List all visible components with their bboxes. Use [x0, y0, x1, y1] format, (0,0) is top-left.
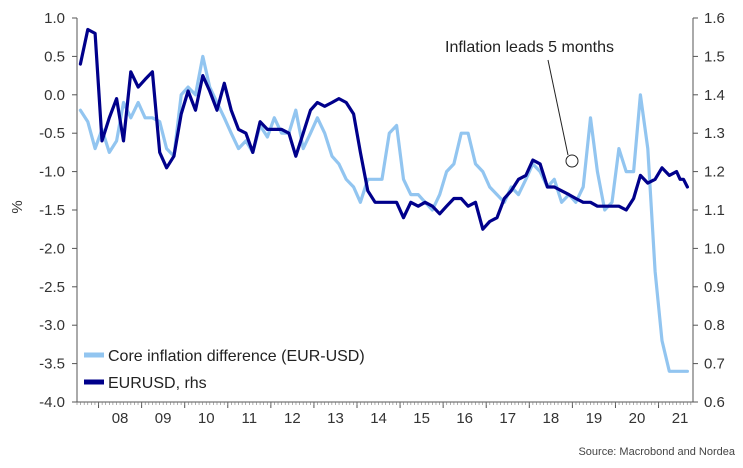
- left-y-tick-labels: 1.0 0.5 0.0 -0.5 -1.0 -1.5 -2.0 -2.5 -3.0 -3.5 -4.…: [39, 10, 77, 411]
- x-tick-label: 16: [456, 410, 473, 427]
- annotation-arrow: [547, 59, 569, 156]
- x-tick-label: 19: [586, 410, 603, 427]
- x-tick-label: 08: [112, 410, 129, 427]
- left-y-tick-label: -0.5: [39, 125, 65, 142]
- annotation-text: Inflation leads 5 months: [445, 39, 614, 56]
- left-y-tick-label: -2.5: [39, 279, 65, 296]
- axes-layer: [76, 18, 694, 403]
- y-axis-label: %: [9, 200, 26, 213]
- left-y-tick-label: -1.0: [39, 164, 65, 181]
- right-y-tick-label: 0.8: [704, 317, 725, 334]
- right-y-tick-label: 1.4: [704, 87, 725, 104]
- x-tick-label: 10: [198, 410, 215, 427]
- x-tick-label: 09: [155, 410, 172, 427]
- right-y-tick-label: 1.6: [704, 10, 725, 27]
- left-y-tick-label: -1.5: [39, 202, 65, 219]
- legend-label-core-inflation: Core inflation difference (EUR-USD): [108, 348, 365, 365]
- legend: Core inflation difference (EUR-USD) EURU…: [84, 348, 365, 392]
- right-y-tick-label: 1.0: [704, 240, 725, 257]
- left-y-tick-label: 1.0: [44, 10, 65, 27]
- left-y-tick-label: -3.0: [39, 317, 65, 334]
- annotation: Inflation leads 5 months: [445, 39, 614, 168]
- x-tick-labels: 08 09 10 11 12 13 14 15 16 17 18 19 20 21: [76, 402, 692, 427]
- x-tick-label: 17: [499, 410, 516, 427]
- right-y-tick-label: 1.3: [704, 125, 725, 142]
- left-y-tick-label: -3.5: [39, 356, 65, 373]
- right-y-tick-label: 1.1: [704, 202, 725, 219]
- x-tick-label: 14: [370, 410, 387, 427]
- x-tick-label: 13: [327, 410, 344, 427]
- left-y-tick-label: 0.5: [44, 48, 65, 65]
- x-tick-label: 18: [543, 410, 560, 427]
- x-tick-label: 21: [672, 410, 689, 427]
- series-layer: [78, 27, 690, 373]
- series-line-core-inflation-difference: [78, 54, 690, 373]
- right-y-tick-label: 1.5: [704, 48, 725, 65]
- source-note: Source: Macrobond and Nordea: [578, 446, 735, 458]
- right-y-tick-label: 0.6: [704, 394, 725, 411]
- annotation-marker: [565, 154, 579, 168]
- legend-label-eurusd: EURUSD, rhs: [108, 375, 207, 392]
- x-tick-label: 11: [242, 410, 258, 427]
- x-tick-label: 20: [629, 410, 646, 427]
- left-y-tick-label: 0.0: [44, 87, 65, 104]
- left-y-tick-label: -4.0: [39, 394, 65, 411]
- right-y-tick-label: 0.7: [704, 356, 725, 373]
- x-tick-label: 12: [284, 410, 301, 427]
- series-line-eurusd: [78, 27, 690, 231]
- x-tick-label: 15: [413, 410, 430, 427]
- right-y-tick-labels: 1.6 1.5 1.4 1.3 1.2 1.1 1.0 0.9 0.8 0.7 0.6: [693, 10, 725, 411]
- right-y-tick-label: 0.9: [704, 279, 725, 296]
- right-y-tick-label: 1.2: [704, 164, 725, 181]
- left-y-tick-label: -2.0: [39, 240, 65, 257]
